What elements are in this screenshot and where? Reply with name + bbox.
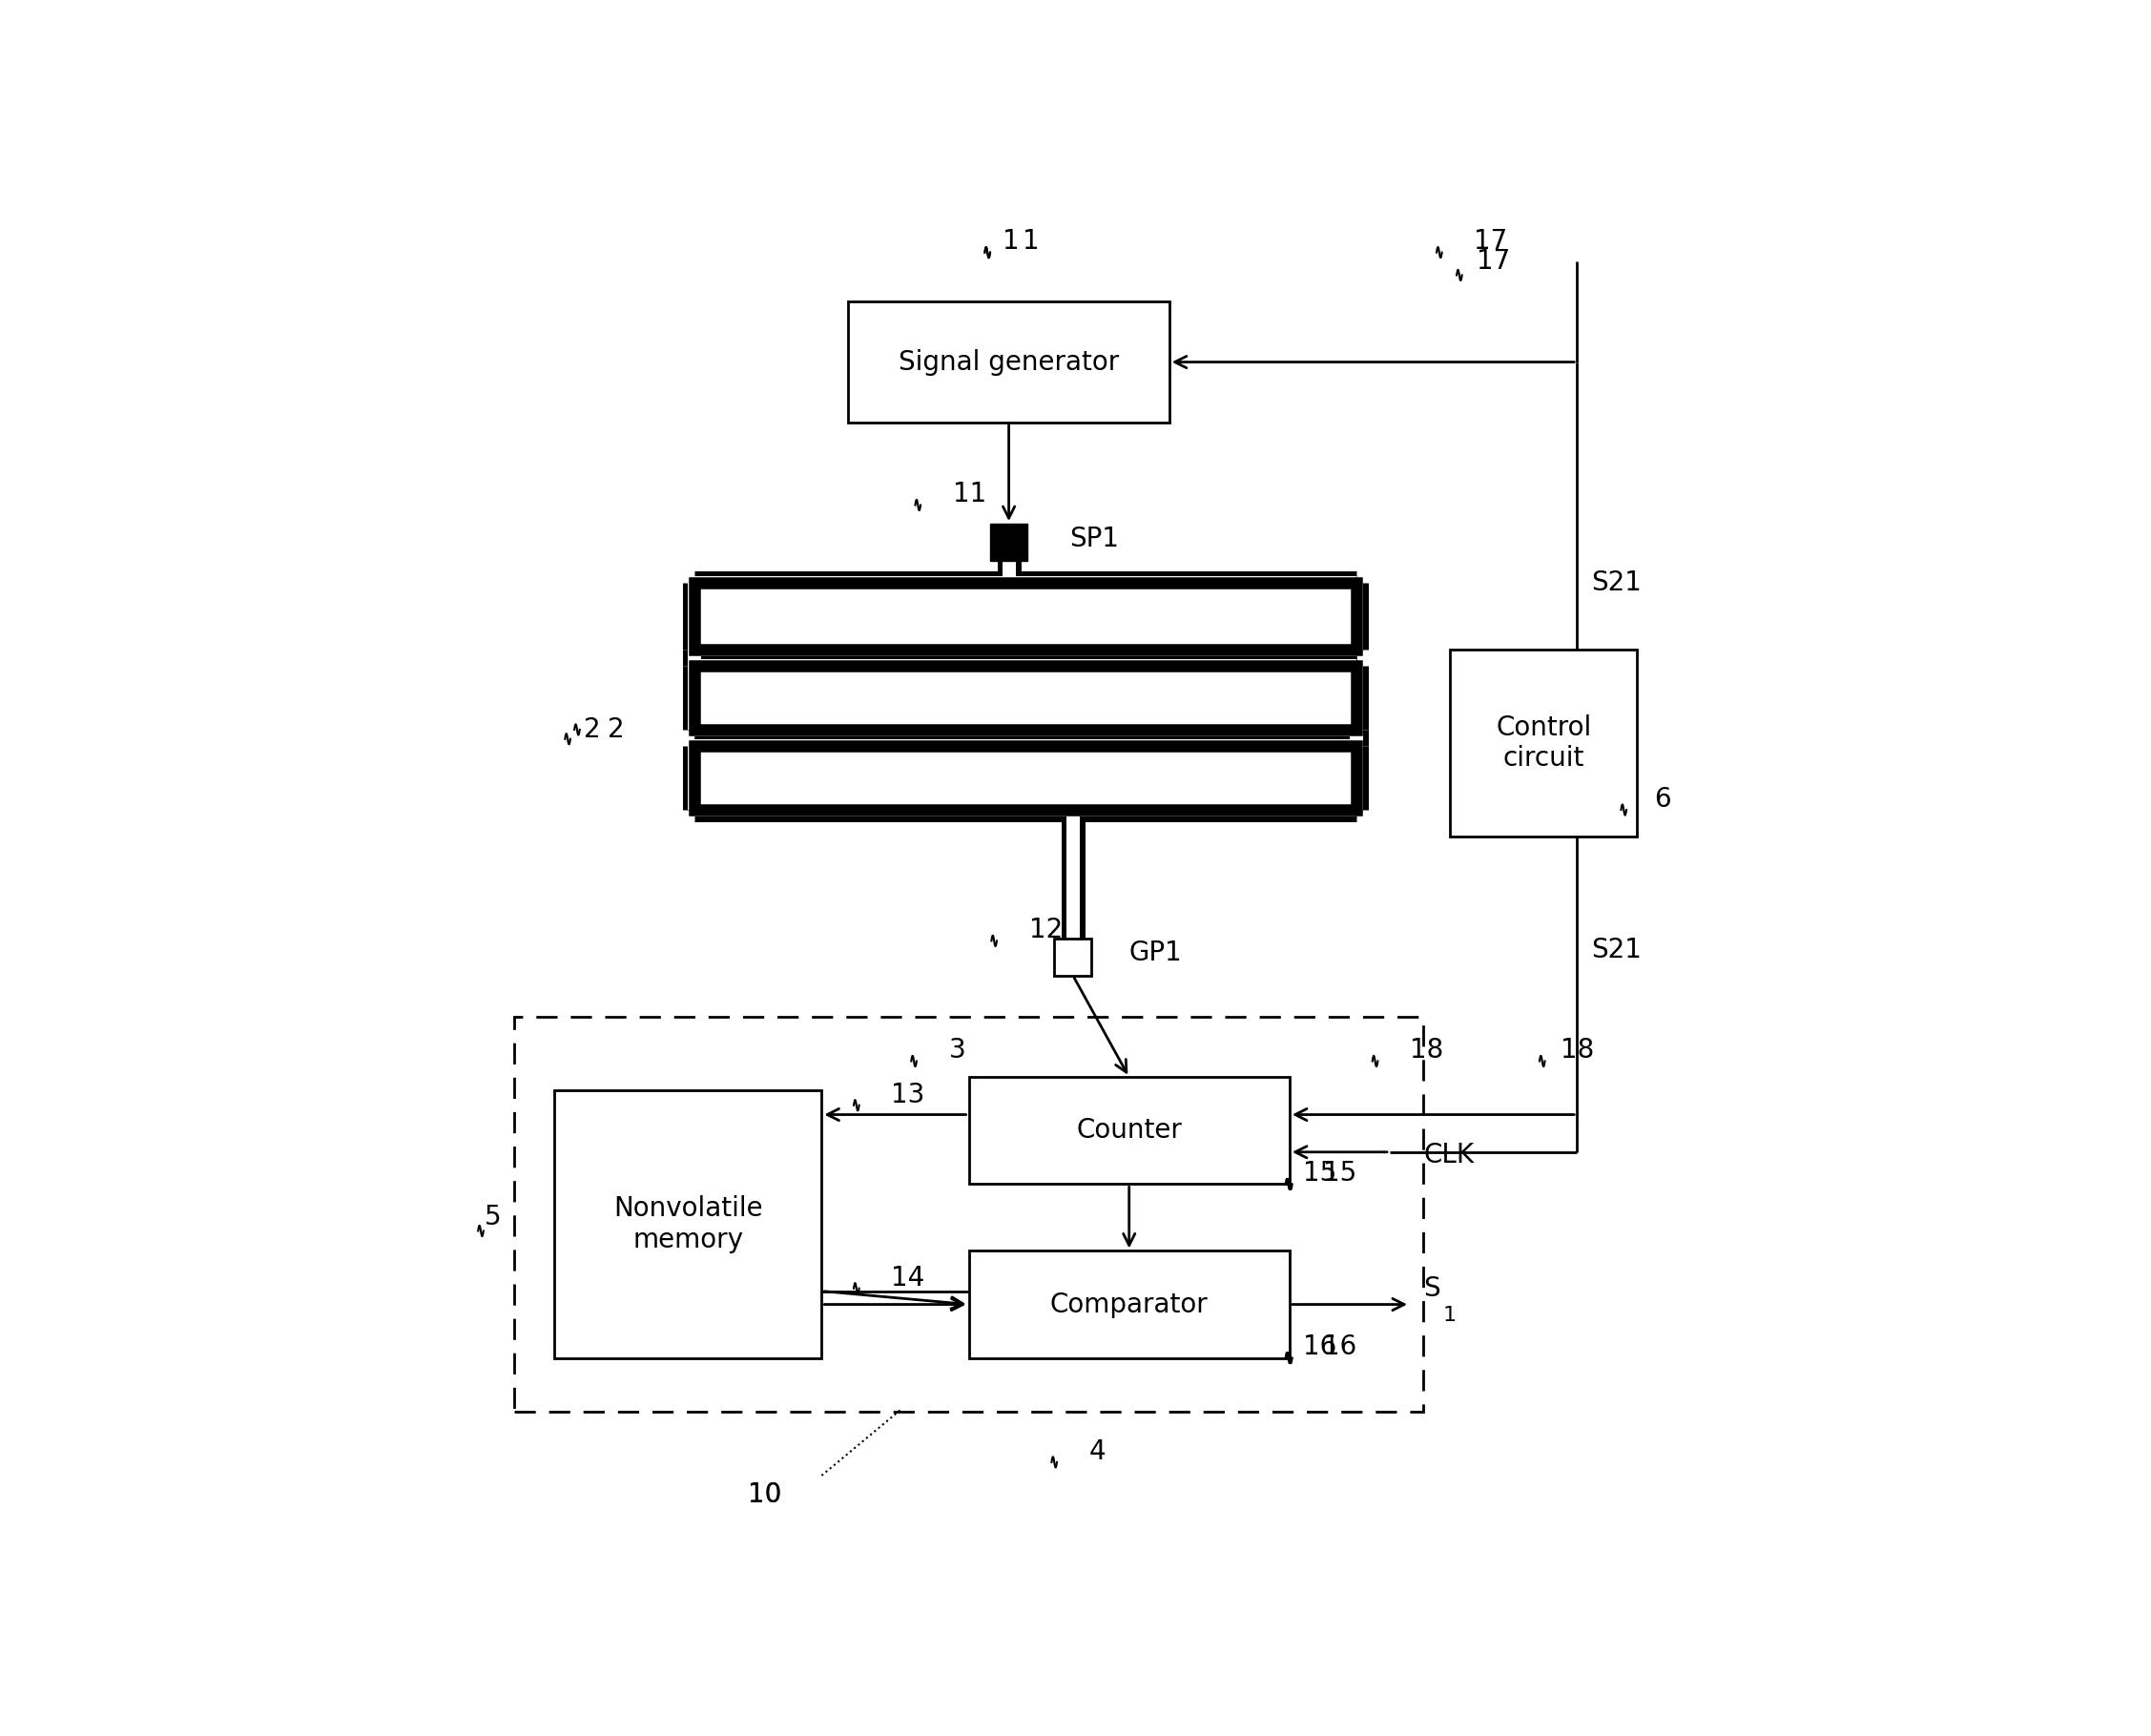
Bar <box>695 746 1357 809</box>
Bar <box>989 524 1028 561</box>
Text: S: S <box>1424 1274 1439 1302</box>
Text: Signal generator: Signal generator <box>899 349 1119 375</box>
Text: 1: 1 <box>1443 1305 1456 1325</box>
Bar <box>514 1017 1424 1411</box>
Text: Counter: Counter <box>1076 1118 1183 1144</box>
Text: 17: 17 <box>1473 229 1508 255</box>
Bar <box>699 750 1353 806</box>
Bar <box>968 1252 1291 1358</box>
Text: 15: 15 <box>1304 1160 1336 1187</box>
Bar <box>555 1090 822 1358</box>
Text: 1: 1 <box>1002 229 1020 255</box>
Text: 14: 14 <box>891 1264 925 1292</box>
Text: 1: 1 <box>1022 229 1039 255</box>
Text: 12: 12 <box>1028 917 1063 943</box>
Text: Comparator: Comparator <box>1050 1292 1209 1318</box>
Text: SP1: SP1 <box>1069 524 1119 552</box>
Text: 17: 17 <box>1478 248 1510 274</box>
Bar <box>968 1076 1291 1184</box>
Text: S21: S21 <box>1592 569 1641 595</box>
Text: 15: 15 <box>1323 1160 1357 1187</box>
Text: CLK: CLK <box>1424 1141 1473 1168</box>
Text: 11: 11 <box>953 481 987 507</box>
Text: GP1: GP1 <box>1129 939 1183 967</box>
Bar <box>1054 937 1093 976</box>
Text: 2: 2 <box>583 717 600 743</box>
Text: 4: 4 <box>1088 1437 1106 1465</box>
Bar <box>1450 649 1637 837</box>
Text: S21: S21 <box>1592 937 1641 963</box>
Text: 18: 18 <box>1562 1036 1594 1064</box>
Text: 2: 2 <box>609 717 624 743</box>
Text: 3: 3 <box>949 1036 966 1064</box>
Text: 5: 5 <box>484 1205 501 1231</box>
Text: 10: 10 <box>749 1481 781 1507</box>
Text: 6: 6 <box>1654 786 1671 812</box>
Text: 16: 16 <box>1323 1333 1357 1361</box>
Text: 10: 10 <box>749 1481 781 1507</box>
Text: 18: 18 <box>1409 1036 1443 1064</box>
Text: 13: 13 <box>891 1082 925 1108</box>
Text: Nonvolatile
memory: Nonvolatile memory <box>613 1196 764 1253</box>
Bar <box>695 665 1357 729</box>
Bar <box>699 587 1353 646</box>
Bar <box>699 670 1353 726</box>
Text: Control
circuit: Control circuit <box>1495 713 1592 773</box>
Bar <box>695 583 1357 649</box>
Bar <box>847 302 1170 422</box>
Text: 16: 16 <box>1304 1333 1336 1361</box>
